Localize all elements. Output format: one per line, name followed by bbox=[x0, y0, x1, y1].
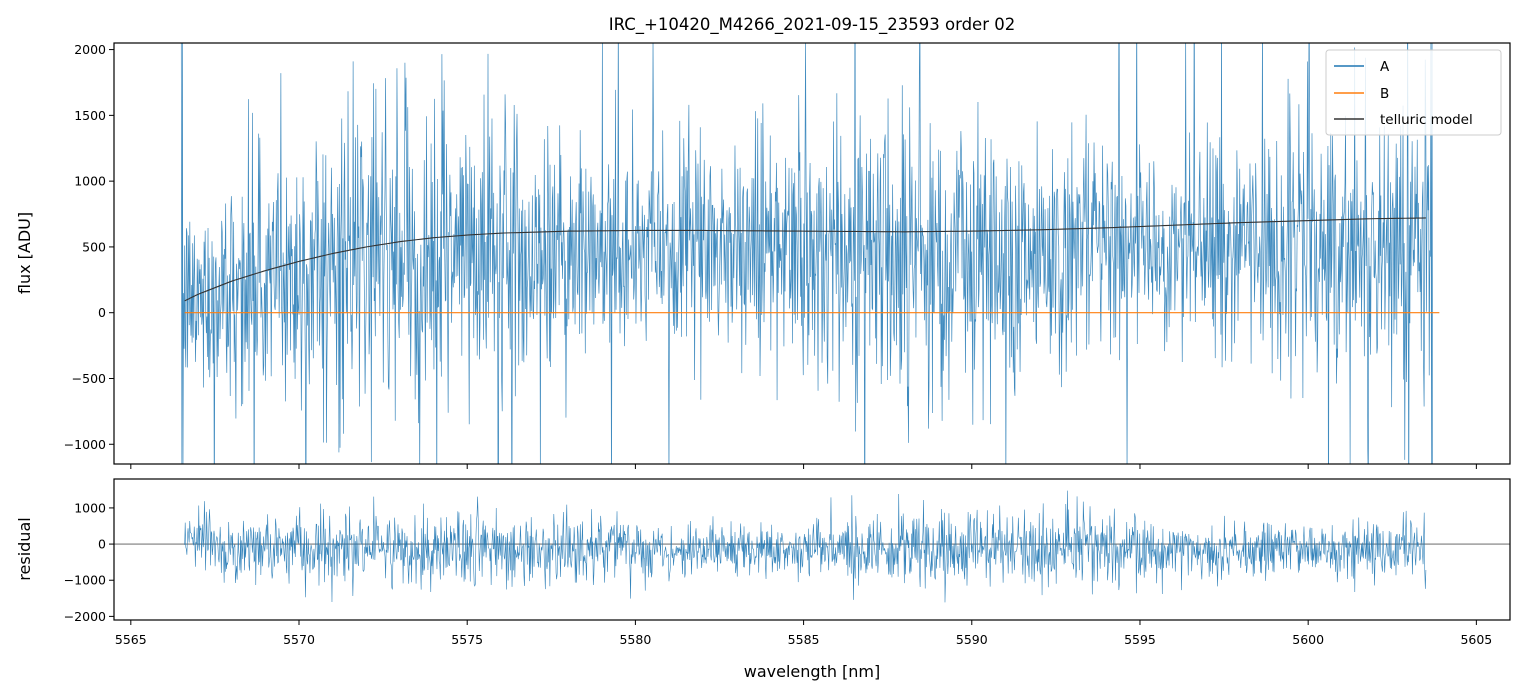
y-tick-label: 1000 bbox=[74, 500, 106, 515]
y-tick-label: −1000 bbox=[64, 437, 106, 452]
telluric-model-line bbox=[184, 217, 1426, 302]
residual-plot-frame bbox=[113, 478, 1511, 621]
y-tick-label: 0 bbox=[98, 537, 106, 552]
legend-label-a: A bbox=[1380, 59, 1390, 75]
flux-x-ticks bbox=[130, 464, 1477, 469]
y-tick-label: 500 bbox=[82, 239, 106, 254]
y-tick-label: −1000 bbox=[64, 573, 106, 588]
legend-label-b: B bbox=[1380, 86, 1389, 102]
bottom-y-axis-label: residual bbox=[15, 517, 34, 580]
y-tick-label: −2000 bbox=[64, 609, 106, 624]
y-tick-label: 0 bbox=[98, 305, 106, 320]
y-tick-label: −500 bbox=[72, 371, 106, 386]
flux-plot-area bbox=[180, 43, 1440, 464]
x-tick-label: 5570 bbox=[283, 632, 315, 647]
x-tick-label: 5565 bbox=[115, 632, 147, 647]
residual-line bbox=[184, 490, 1427, 603]
chart-title: IRC_+10420_M4266_2021-09-15_23593 order … bbox=[609, 15, 1015, 35]
y-tick-label: 1500 bbox=[74, 108, 106, 123]
series-a-line bbox=[180, 43, 1433, 464]
residual-y-ticks: −2000 −1000 0 1000 bbox=[64, 500, 114, 624]
x-tick-label: 5595 bbox=[1124, 632, 1156, 647]
x-tick-label: 5600 bbox=[1292, 632, 1324, 647]
legend-box bbox=[1325, 49, 1502, 136]
x-tick-label: 5580 bbox=[619, 632, 651, 647]
y-tick-label: 2000 bbox=[74, 42, 106, 57]
x-tick-label: 5605 bbox=[1460, 632, 1492, 647]
x-tick-label: 5575 bbox=[451, 632, 483, 647]
top-y-axis-label: flux [ADU] bbox=[15, 212, 34, 294]
x-tick-label: 5585 bbox=[788, 632, 820, 647]
residual-plot-area bbox=[114, 490, 1510, 603]
residual-x-ticks: 5565 5570 5575 5580 5585 5590 5595 5600 5605 bbox=[115, 620, 1492, 647]
legend: A B telluric model bbox=[1325, 49, 1502, 136]
y-tick-label: 1000 bbox=[74, 174, 106, 189]
flux-y-ticks: −1000 −500 0 500 1000 1500 2000 bbox=[64, 42, 114, 452]
flux-plot-frame bbox=[113, 42, 1511, 465]
legend-label-telluric: telluric model bbox=[1380, 112, 1473, 128]
x-axis-label: wavelength [nm] bbox=[744, 662, 881, 681]
x-tick-label: 5590 bbox=[956, 632, 988, 647]
